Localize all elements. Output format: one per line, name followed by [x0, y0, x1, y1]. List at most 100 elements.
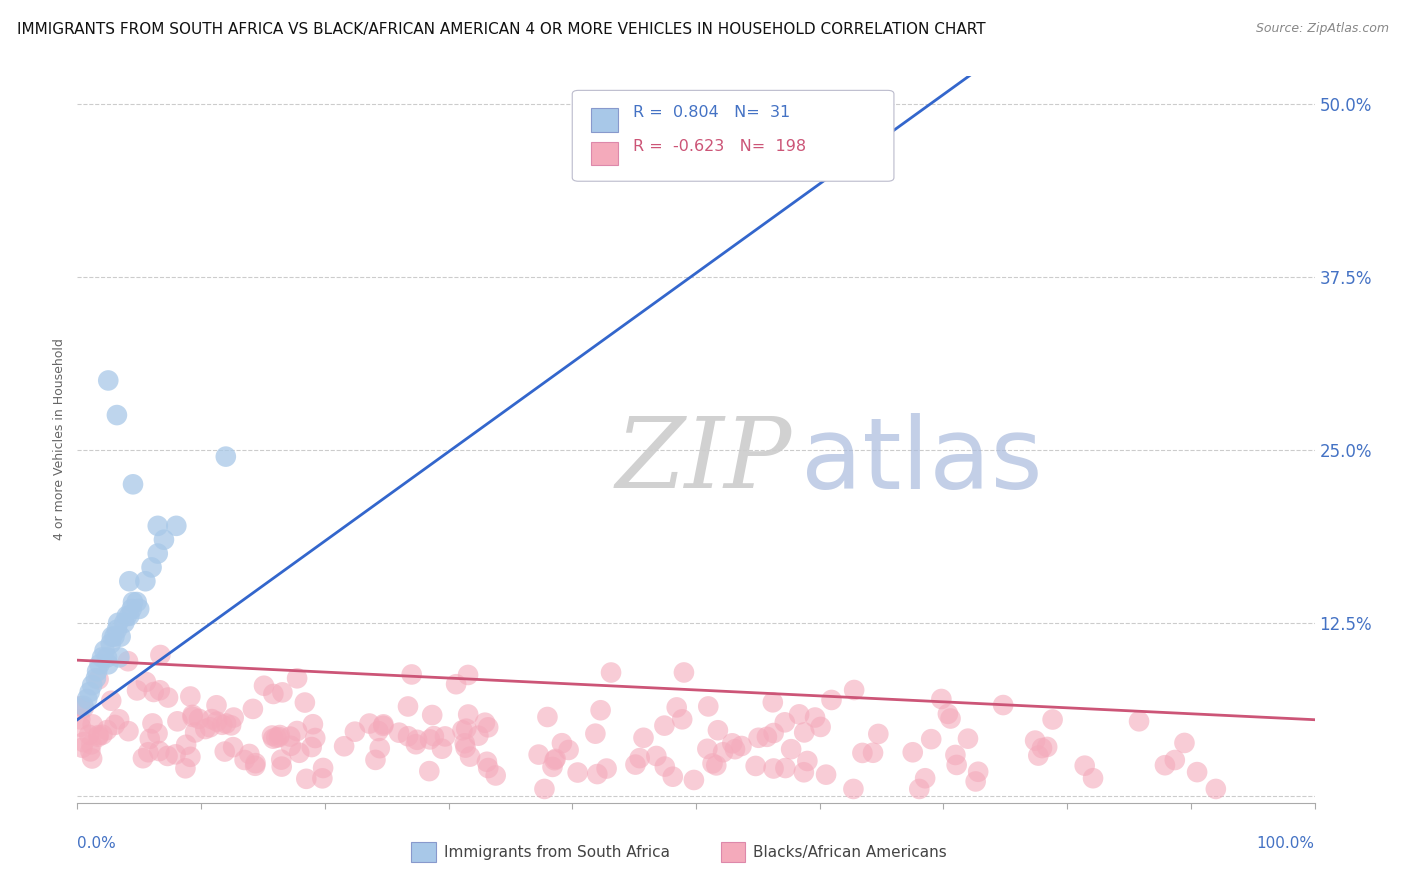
Point	[86, 665, 108, 679]
Point	[153, 533, 176, 547]
Point	[633, 731, 655, 745]
Text: 100.0%: 100.0%	[1257, 836, 1315, 850]
Point	[697, 699, 720, 714]
Point	[105, 623, 128, 637]
Point	[156, 748, 179, 763]
Point	[139, 731, 162, 746]
Point	[868, 727, 890, 741]
Point	[84, 671, 107, 685]
Point	[567, 765, 589, 780]
Point	[543, 753, 565, 767]
Point	[820, 693, 842, 707]
Point	[1128, 714, 1150, 729]
Point	[936, 706, 959, 721]
Point	[82, 751, 104, 765]
Point	[527, 747, 550, 762]
Point	[82, 717, 104, 731]
Point	[396, 729, 419, 743]
Text: ZIP: ZIP	[616, 414, 792, 508]
Point	[796, 754, 818, 768]
Point	[105, 408, 128, 422]
Point	[762, 726, 785, 740]
Point	[79, 685, 101, 699]
Point	[112, 615, 135, 630]
Point	[97, 374, 120, 388]
Point	[711, 745, 734, 759]
Point	[211, 718, 233, 732]
Point	[1173, 736, 1195, 750]
Point	[1205, 781, 1227, 796]
Point	[205, 698, 228, 713]
Point	[683, 772, 706, 787]
Point	[914, 771, 936, 785]
Point	[967, 764, 990, 779]
Point	[477, 720, 499, 734]
Point	[457, 707, 479, 722]
Point	[654, 718, 676, 732]
Point	[80, 737, 103, 751]
Point	[121, 602, 143, 616]
Point	[755, 730, 778, 744]
Point	[662, 770, 685, 784]
Point	[136, 745, 159, 759]
Point	[108, 712, 131, 726]
Point	[485, 768, 508, 782]
Point	[104, 718, 127, 732]
Point	[93, 643, 115, 657]
Point	[804, 710, 827, 724]
Point	[301, 739, 323, 754]
Point	[793, 725, 815, 739]
Point	[70, 698, 93, 713]
Point	[851, 746, 873, 760]
Point	[165, 519, 187, 533]
Point	[181, 710, 204, 724]
Point	[142, 685, 165, 699]
Point	[149, 683, 172, 698]
Point	[420, 708, 443, 723]
Point	[815, 767, 838, 781]
Point	[181, 707, 204, 722]
Point	[91, 650, 114, 665]
Point	[965, 774, 987, 789]
Point	[364, 753, 387, 767]
Point	[991, 698, 1014, 712]
Point	[956, 731, 979, 746]
Point	[103, 630, 125, 644]
Point	[271, 685, 294, 699]
Point	[589, 703, 612, 717]
Point	[396, 699, 419, 714]
Point	[557, 743, 579, 757]
Point	[201, 712, 224, 726]
Point	[1185, 765, 1208, 780]
Point	[373, 719, 395, 733]
Point	[146, 519, 169, 533]
Point	[434, 730, 457, 744]
Point	[219, 718, 242, 732]
Point	[844, 683, 866, 698]
Point	[931, 692, 953, 706]
Point	[586, 767, 609, 781]
Point	[311, 772, 333, 786]
Point	[444, 677, 467, 691]
Point	[748, 731, 770, 745]
Point	[76, 692, 98, 706]
Point	[908, 781, 931, 796]
Point	[100, 694, 122, 708]
Point	[107, 615, 129, 630]
FancyBboxPatch shape	[721, 842, 745, 863]
Point	[110, 630, 132, 644]
Point	[1154, 758, 1177, 772]
Point	[187, 712, 209, 726]
Point	[96, 723, 118, 737]
Y-axis label: 4 or more Vehicles in Household: 4 or more Vehicles in Household	[53, 338, 66, 541]
Point	[600, 665, 623, 680]
Point	[260, 729, 283, 743]
Point	[146, 726, 169, 740]
Point	[312, 761, 335, 775]
Point	[672, 665, 695, 680]
Point	[253, 679, 276, 693]
Point	[233, 753, 256, 767]
Point	[401, 667, 423, 681]
Point	[135, 674, 157, 689]
Point	[467, 729, 489, 743]
